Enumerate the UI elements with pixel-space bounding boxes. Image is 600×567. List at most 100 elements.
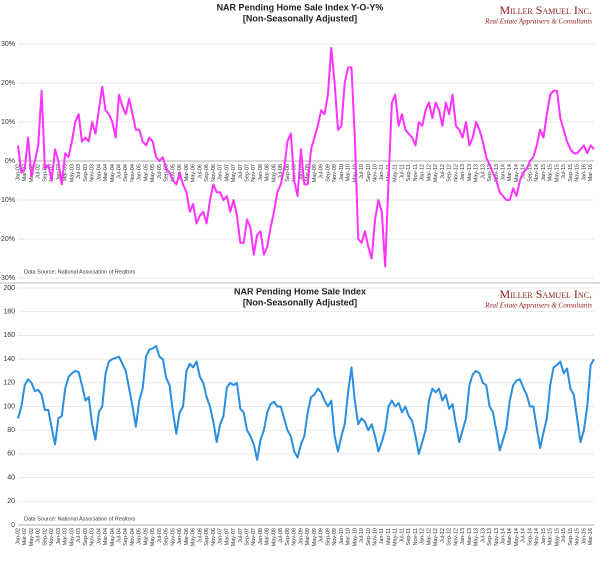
x-tick-label: Nov-05 [170,528,176,546]
chart-title: NAR Pending Home Sale Index Y-O-Y% [217,2,384,12]
x-tick-label: Mar-11 [386,528,392,545]
x-tick-label: Nov-10 [373,164,379,182]
x-tick-label: Mar-07 [224,528,230,545]
y-tick-label: 0% [5,158,15,165]
x-tick-label: Nov-11 [413,528,419,545]
x-tick-label: Mar-04 [103,164,109,181]
chart-subtitle: [Non-Seasonally Adjusted] [243,297,357,307]
x-tick-label: Mar-16 [588,528,594,545]
x-tick-label: Sep-11 [406,528,412,545]
x-tick-label: Nov-09 [332,164,338,182]
x-tick-label: Jul-03 [76,164,82,179]
x-tick-label: Jul-13 [480,528,486,543]
x-tick-label: Mar-06 [184,528,190,545]
source-note: Data Source: National Association of Rea… [24,516,136,522]
x-tick-label: Jan-15 [541,528,547,545]
x-tick-label: Sep-12 [447,528,453,546]
x-tick-label: Sep-06 [204,164,210,182]
x-tick-label: Nov-07 [251,164,257,182]
brand-tagline: Real Estate Appraisers & Consultants [484,18,592,26]
x-tick-label: May-08 [271,164,277,182]
x-tick-label: Mar-15 [548,528,554,545]
x-tick-label: Jan-10 [339,164,345,181]
x-tick-label: Jul-05 [157,164,163,179]
x-tick-label: Jul-09 [319,528,325,543]
x-tick-label: Jul-03 [76,528,82,543]
x-tick-label: Jan-05 [137,164,143,181]
x-tick-label: Jan-09 [298,528,304,545]
x-tick-label: May-09 [312,528,318,546]
x-tick-label: May-02 [29,528,35,546]
x-tick-label: Jul-14 [521,528,527,543]
x-tick-label: Sep-15 [568,528,574,546]
x-tick-label: May-06 [191,164,197,182]
x-tick-label: Sep-05 [164,164,170,182]
x-tick-label: May-03 [69,164,75,182]
x-tick-label: May-05 [150,164,156,182]
x-tick-label: Nov-05 [170,164,176,182]
x-tick-label: Sep-05 [164,528,170,546]
x-tick-label: May-09 [312,164,318,182]
x-tick-label: May-13 [474,164,480,182]
x-tick-label: Sep-02 [42,528,48,546]
x-tick-label: Jul-09 [319,164,325,179]
y-tick-label: 140 [3,356,15,363]
x-tick-label: Sep-07 [245,164,251,182]
x-tick-label: May-12 [433,164,439,182]
x-tick-label: Mar-14 [507,528,513,545]
x-tick-label: Jul-15 [561,528,567,543]
x-tick-label: Nov-14 [534,164,540,182]
x-tick-label: Sep-04 [123,528,129,546]
x-tick-label: Sep-06 [204,528,210,546]
x-tick-label: Jan-05 [137,528,143,545]
x-tick-label: Mar-05 [143,528,149,545]
x-tick-label: Jul-04 [117,528,123,543]
x-tick-label: Jul-04 [117,164,123,179]
x-tick-label: Mar-09 [305,528,311,545]
x-tick-label: May-12 [433,528,439,546]
x-tick-label: Mar-08 [265,164,271,181]
x-tick-label: Jan-13 [460,528,466,545]
x-tick-label: Jan-16 [581,528,587,545]
x-tick-label: Jan-02 [15,164,21,181]
x-tick-label: Nov-09 [332,528,338,546]
x-tick-label: Mar-05 [143,164,149,181]
x-tick-label: Nov-03 [90,528,96,546]
x-tick-label: Mar-13 [467,528,473,545]
y-tick-label: -20% [0,236,15,243]
x-tick-label: Nov-11 [413,164,419,181]
x-tick-label: Jan-14 [501,528,507,545]
x-tick-label: Mar-14 [507,164,513,181]
x-tick-label: Jul-10 [359,528,365,543]
x-tick-label: Jul-13 [480,164,486,179]
x-tick-label: Mar-10 [346,528,352,545]
chart-title: NAR Pending Home Sale Index [234,286,366,296]
x-tick-label: Nov-04 [130,164,136,182]
x-tick-label: Jul-11 [399,164,405,179]
x-tick-label: Sep-04 [123,164,129,182]
x-tick-label: May-05 [150,528,156,546]
x-tick-label: Nov-14 [534,528,540,546]
x-tick-label: Jan-02 [15,528,21,545]
x-tick-label: Nov-15 [575,164,581,182]
x-tick-label: Jul-08 [278,528,284,543]
x-tick-label: Nov-12 [453,164,459,182]
x-tick-label: Nov-08 [292,164,298,182]
y-tick-label: 200 [3,285,15,292]
x-tick-label: May-14 [514,528,520,546]
x-tick-label: Mar-13 [467,164,473,181]
x-tick-label: Jul-10 [359,164,365,179]
y-tick-label: -30% [0,275,15,282]
x-tick-label: Nov-04 [130,528,136,546]
x-tick-label: May-04 [110,528,116,546]
x-tick-label: Jul-07 [238,164,244,179]
x-tick-label: Jan-12 [420,164,426,181]
x-tick-label: Jan-04 [96,528,102,545]
x-tick-label: Mar-03 [63,528,69,545]
x-tick-label: Mar-16 [588,164,594,181]
x-tick-label: Nov-07 [251,528,257,546]
x-tick-label: Jan-14 [501,164,507,181]
x-tick-label: Sep-12 [447,164,453,182]
x-tick-label: Jul-06 [197,164,203,179]
x-tick-label: Sep-14 [527,528,533,546]
